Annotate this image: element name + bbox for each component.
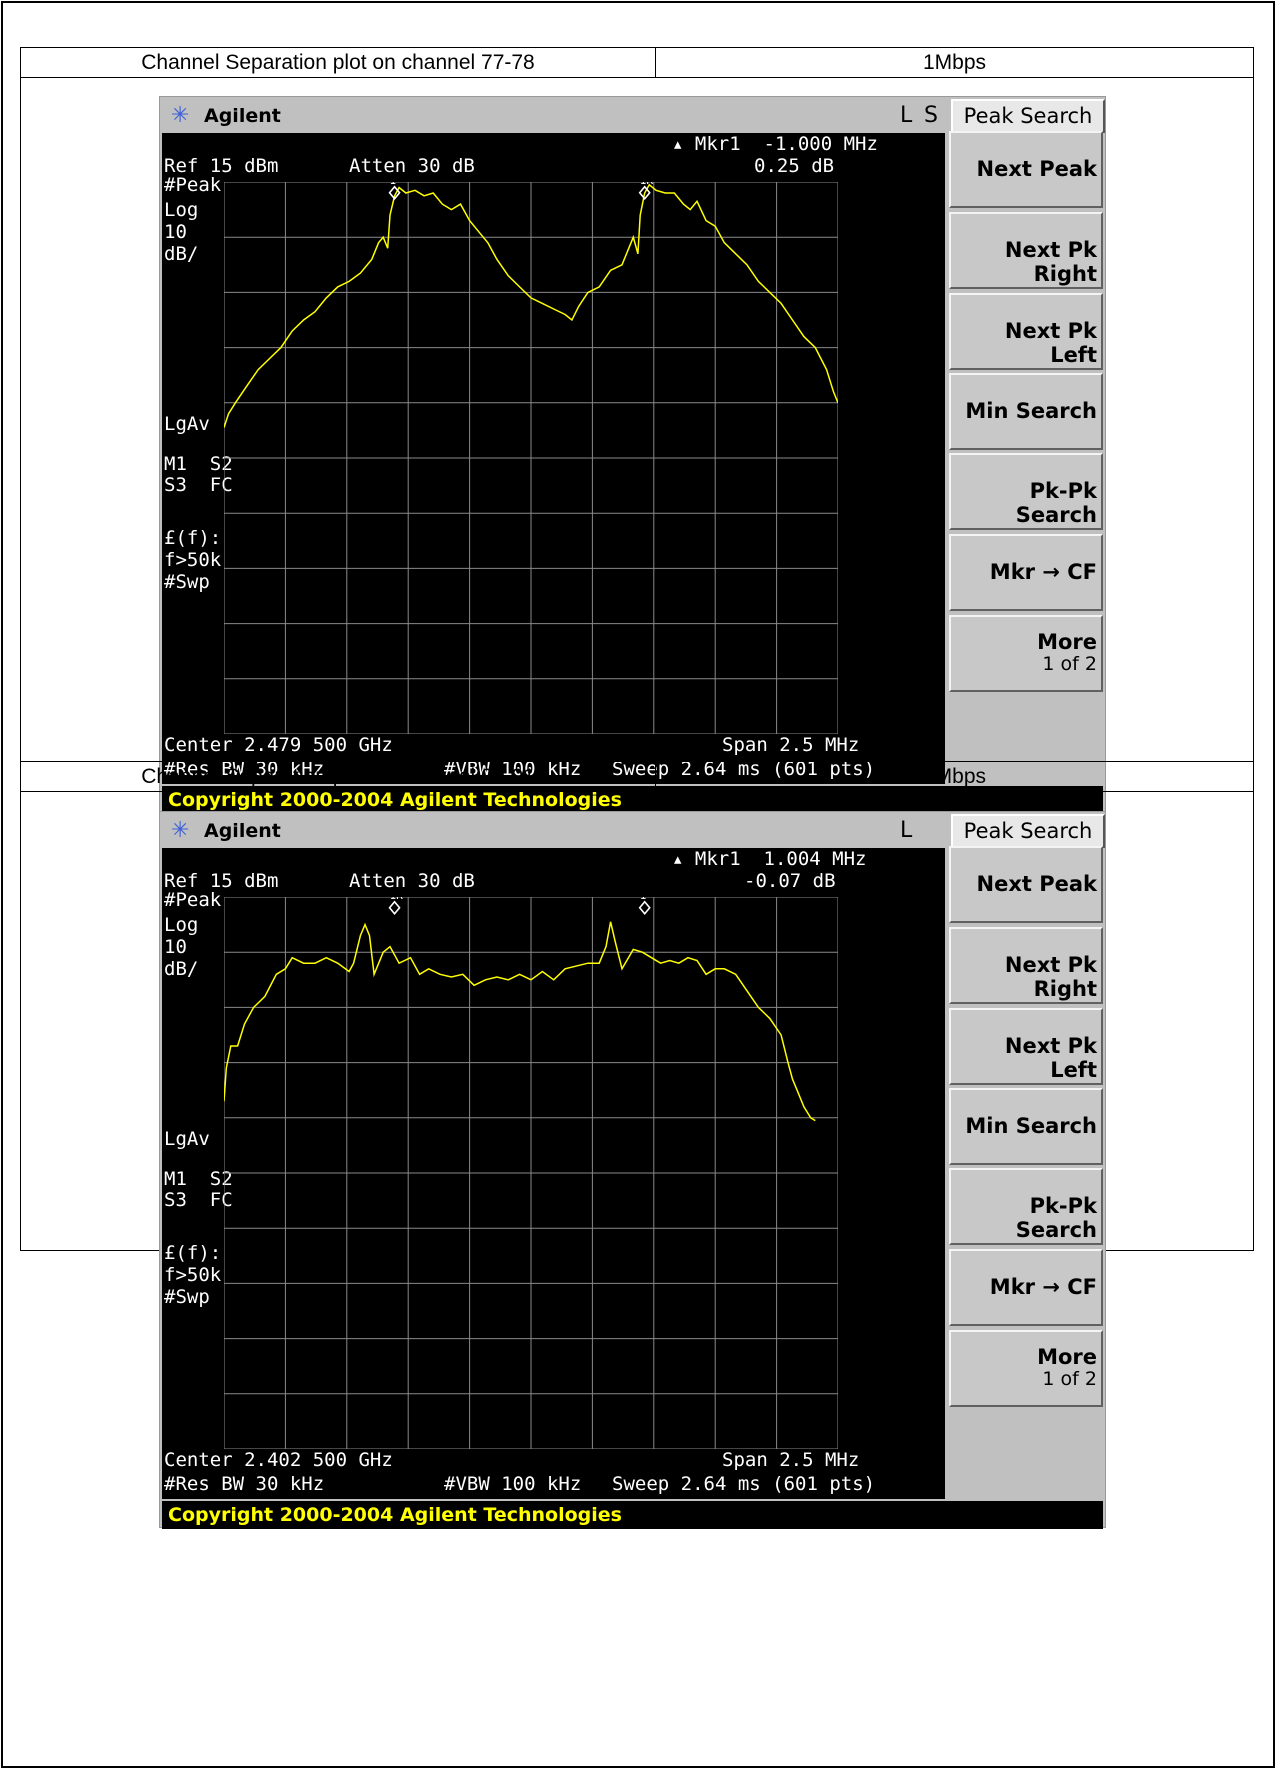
marker-b-label: 1 <box>640 897 647 902</box>
more-button[interactable]: More 1 of 2 <box>949 615 1103 692</box>
brand-name: Agilent <box>204 820 281 842</box>
next-pk-right-button[interactable]: Next Pk Right <box>949 212 1103 289</box>
sweep-time: Sweep 2.64 ms (601 pts) <box>612 1473 876 1495</box>
marker-b-label: 1R <box>640 182 654 187</box>
marker-a-diamond <box>388 900 401 916</box>
marker-delta: -0.07 dB <box>744 870 836 892</box>
analyzer-display: ▴ Mkr1 -1.000 MHz 0.25 dB Ref 15 dBm Att… <box>162 133 945 784</box>
marker-a-diamond <box>388 185 401 201</box>
spectrum-trace <box>224 183 838 428</box>
softkey-panel: Peak Search Next Peak Next Pk Right Next… <box>949 812 1105 1501</box>
span: Span 2.5 MHz <box>722 1449 860 1471</box>
section-title: Channel Separation plot on channel 77-78 <box>21 48 656 77</box>
marker-readout: ▴ Mkr1 1.004 MHz <box>672 848 867 870</box>
ref-level: Ref 15 dBm <box>164 155 279 177</box>
sweep-mode-label: #Swp <box>164 571 210 593</box>
min-search-button[interactable]: Min Search <box>949 1088 1103 1165</box>
attenuation: Atten 30 dB <box>349 155 475 177</box>
marker-b-diamond <box>638 900 651 916</box>
marker-a-label: 1 <box>390 182 397 187</box>
spectrum-trace <box>224 921 816 1122</box>
analyzer-screenshot-1: ✳ Agilent L S ▴ Mkr1 -1.000 MHz 0.25 dB … <box>159 96 1106 814</box>
avg-label: LgAv <box>164 413 210 435</box>
marker-a-label: 1R <box>390 897 404 902</box>
data-rate: 1Mbps <box>922 51 987 74</box>
marker-b: 1R <box>638 182 654 201</box>
next-peak-button[interactable]: Next Peak <box>949 131 1103 208</box>
copyright-bar: Copyright 2000-2004 Agilent Technologies <box>162 786 1103 814</box>
scale-unit-label: dB/ <box>164 243 199 265</box>
next-pk-left-button[interactable]: Next Pk Left <box>949 1008 1103 1085</box>
marker-a: 1R <box>388 897 404 916</box>
min-search-button[interactable]: Min Search <box>949 373 1103 450</box>
graticule <box>224 897 838 1449</box>
spectrum-plot: 1 1R <box>224 182 838 734</box>
marker-delta: 0.25 dB <box>754 155 835 177</box>
marker-b-diamond <box>638 185 651 201</box>
softkey-panel: Peak Search Next Peak Next Pk Right Next… <box>949 97 1105 786</box>
sweep-time: Sweep 2.64 ms (601 pts) <box>612 758 876 780</box>
scale-log-label: Log <box>164 914 199 936</box>
mkr-to-cf-button[interactable]: Mkr → CF <box>949 1249 1103 1326</box>
scale-unit-label: dB/ <box>164 958 199 980</box>
res-bw: #Res BW 30 kHz <box>164 758 325 780</box>
correction-label: £(f): <box>164 1242 222 1264</box>
trace-label-2: S3 FC <box>164 1189 233 1211</box>
analyzer-topbar: ✳ Agilent L S <box>162 99 945 133</box>
agilent-logo-icon: ✳ <box>171 818 190 843</box>
ref-level: Ref 15 dBm <box>164 870 279 892</box>
report-table: Channel Separation plot on channel 77-78… <box>20 47 1254 1529</box>
menu-title: Peak Search <box>951 814 1105 848</box>
span: Span 2.5 MHz <box>722 734 860 756</box>
trace-label-2: S3 FC <box>164 474 233 496</box>
pk-pk-search-button[interactable]: Pk-Pk Search <box>949 1168 1103 1245</box>
res-bw: #Res BW 30 kHz <box>164 1473 325 1495</box>
menu-title: Peak Search <box>951 99 1105 133</box>
avg-label: LgAv <box>164 1128 210 1150</box>
vbw: #VBW 100 kHz <box>444 1473 582 1495</box>
freq-cond-label: f>50k <box>164 1264 222 1286</box>
analyzer-display: ▴ Mkr1 1.004 MHz -0.07 dB Ref 15 dBm Att… <box>162 848 945 1499</box>
marker-readout: ▴ Mkr1 -1.000 MHz <box>672 133 878 155</box>
attenuation: Atten 30 dB <box>349 870 475 892</box>
trace-label-1: M1 S2 <box>164 453 233 475</box>
scale-value-label: 10 <box>164 936 187 958</box>
next-pk-left-button[interactable]: Next Pk Left <box>949 293 1103 370</box>
analyzer-topbar: ✳ Agilent L <box>162 814 945 848</box>
section-header-1: Channel Separation plot on channel 77-78… <box>21 48 1253 78</box>
center-freq: Center 2.402 500 GHz <box>164 1449 393 1471</box>
indicator-l: L <box>900 818 913 843</box>
scale-log-label: Log <box>164 199 199 221</box>
agilent-logo-icon: ✳ <box>171 103 190 128</box>
center-freq: Center 2.479 500 GHz <box>164 734 393 756</box>
detector-label: #Peak <box>164 889 222 911</box>
marker-b: 1 <box>638 897 651 916</box>
detector-label: #Peak <box>164 174 222 196</box>
sweep-mode-label: #Swp <box>164 1286 210 1308</box>
spectrum-plot: 1R 1 <box>224 897 838 1449</box>
brand-name: Agilent <box>204 105 281 127</box>
analyzer-screenshot-2: ✳ Agilent L ▴ Mkr1 1.004 MHz -0.07 dB Re… <box>159 811 1106 1529</box>
graticule <box>224 182 838 734</box>
indicator-s: S <box>924 103 938 128</box>
copyright-bar: Copyright 2000-2004 Agilent Technologies <box>162 1501 1103 1529</box>
scale-value-label: 10 <box>164 221 187 243</box>
next-pk-right-button[interactable]: Next Pk Right <box>949 927 1103 1004</box>
more-button[interactable]: More 1 of 2 <box>949 1330 1103 1407</box>
next-peak-button[interactable]: Next Peak <box>949 846 1103 923</box>
trace-label-1: M1 S2 <box>164 1168 233 1190</box>
section-title: Channel Separation plot on channel 00-01 <box>21 762 656 791</box>
vbw: #VBW 100 kHz <box>444 758 582 780</box>
marker-a: 1 <box>388 182 401 201</box>
indicator-l: L <box>900 103 913 128</box>
section-header-2: Channel Separation plot on channel 00-01… <box>21 761 1253 792</box>
mkr-to-cf-button[interactable]: Mkr → CF <box>949 534 1103 611</box>
freq-cond-label: f>50k <box>164 549 222 571</box>
pk-pk-search-button[interactable]: Pk-Pk Search <box>949 453 1103 530</box>
data-rate: 2Mbps <box>922 765 987 788</box>
correction-label: £(f): <box>164 527 222 549</box>
